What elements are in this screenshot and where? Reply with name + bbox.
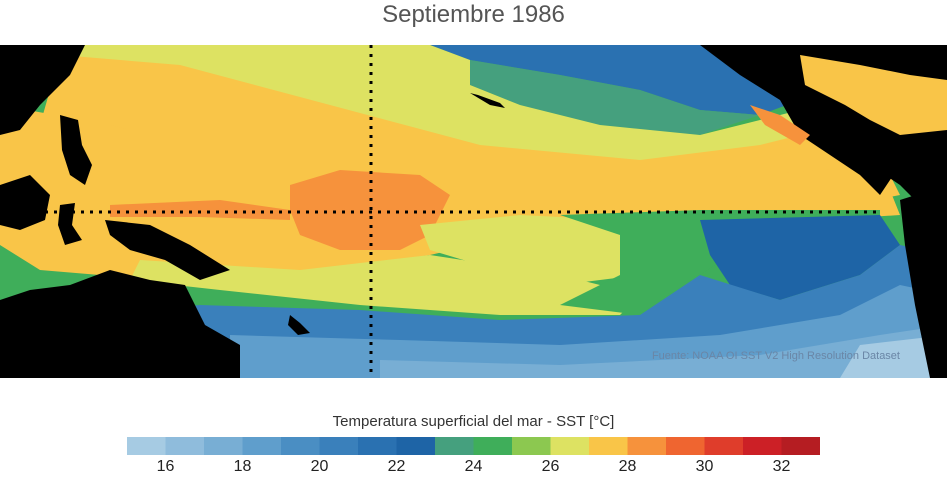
colorbar-ticks: 16 18 20 22 24 26 28 30 32	[0, 458, 947, 480]
south-blue-light	[380, 325, 947, 378]
colorbar-tick-label: 22	[387, 458, 406, 475]
colorbar-tick-label: 16	[156, 458, 175, 475]
caribbean-sea	[800, 55, 947, 135]
gulf-of-california	[750, 105, 810, 145]
colorbar-swatch	[358, 437, 397, 455]
south-blue-pale	[840, 335, 947, 378]
colorbar-tick-label: 28	[618, 458, 637, 475]
sst-map	[0, 45, 947, 378]
colorbar-tick-label: 18	[233, 458, 252, 475]
australia-land	[0, 270, 240, 378]
new-zealand-island	[288, 315, 310, 335]
colorbar-title: Temperatura superficial del mar - SST [°…	[332, 413, 615, 430]
central-america-land	[840, 130, 947, 210]
east-cold-tongue	[700, 215, 900, 300]
borneo-island	[0, 175, 50, 230]
colorbar-swatch	[204, 437, 243, 455]
colorbar-swatch	[281, 437, 320, 455]
asia-land	[0, 45, 85, 135]
colorbar	[127, 437, 820, 455]
east-green-wedge	[560, 210, 880, 315]
south-america-land	[900, 185, 947, 378]
new-guinea-island	[105, 220, 230, 280]
data-source-note: Fuente: NOAA OI SST V2 High Resolution D…	[651, 350, 900, 362]
colorbar-tick-label: 32	[772, 458, 791, 475]
south-mild-band	[130, 255, 640, 315]
colorbar-swatch	[473, 437, 513, 455]
colorbar-tick-label: 24	[464, 458, 483, 475]
colorbar-swatch	[242, 437, 282, 455]
north-teal-band	[470, 60, 760, 135]
colorbar-swatch	[781, 437, 820, 455]
equatorial-warm-band	[0, 105, 900, 280]
colorbar-swatch	[589, 437, 628, 455]
colorbar-swatch	[435, 437, 474, 455]
colorbar-tick-label: 20	[310, 458, 329, 475]
colorbar-swatch	[743, 437, 782, 455]
colorbar-swatch	[396, 437, 436, 455]
west-warm-strip	[110, 200, 290, 220]
hawaii-islands	[470, 93, 505, 108]
map-title: Septiembre 1986	[382, 1, 565, 28]
colorbar-swatch	[627, 437, 667, 455]
colorbar-swatch	[512, 437, 551, 455]
colorbar-swatch	[319, 437, 359, 455]
colorbar-swatch	[127, 437, 166, 455]
colorbar-swatch	[550, 437, 590, 455]
colorbar-swatch	[704, 437, 744, 455]
colorbar-swatch	[165, 437, 205, 455]
colorbar-swatch	[666, 437, 705, 455]
colorbar-tick-label: 26	[541, 458, 560, 475]
philippines-islands	[60, 115, 92, 185]
colorbar-tick-label: 30	[695, 458, 714, 475]
